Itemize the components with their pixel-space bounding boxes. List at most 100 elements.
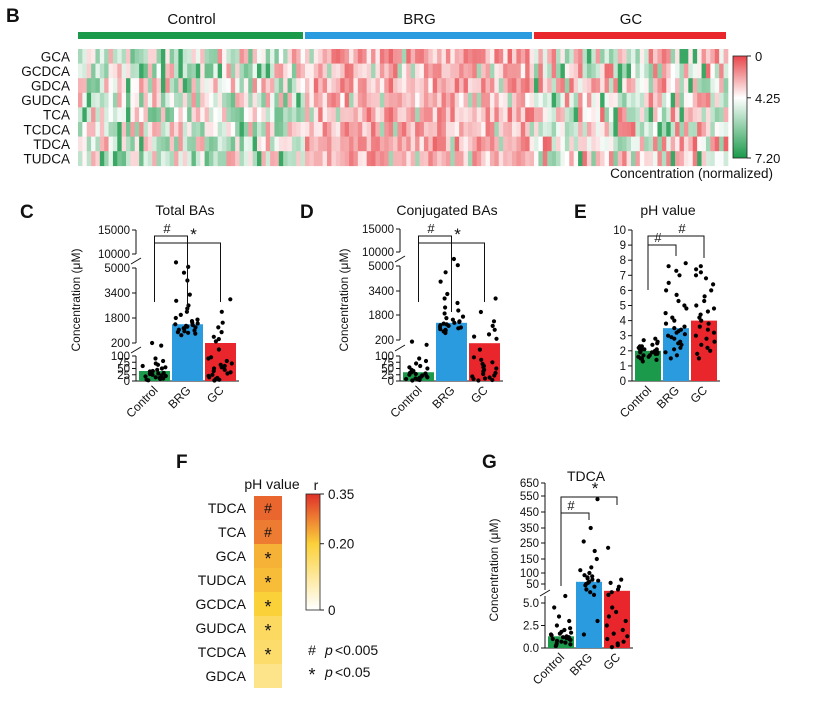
heatmap-cell bbox=[525, 107, 530, 123]
x-tick-label-brg: BRG bbox=[654, 383, 682, 411]
heatmap-cell bbox=[252, 107, 258, 123]
heatmap-cell bbox=[476, 49, 482, 64]
data-point bbox=[472, 334, 477, 339]
heatmap-cell bbox=[147, 92, 153, 108]
heatmap-cell bbox=[156, 136, 162, 152]
heatmap-cell bbox=[371, 136, 376, 152]
heatmap-cell bbox=[626, 63, 632, 79]
heatmap-cell bbox=[204, 92, 210, 108]
data-point bbox=[711, 306, 717, 311]
heatmap-cell bbox=[152, 49, 157, 64]
data-point bbox=[445, 291, 450, 297]
heatmap-cell bbox=[156, 151, 162, 167]
heatmap-cell bbox=[529, 122, 535, 137]
heatmap-cell bbox=[626, 136, 632, 152]
heatmap-cell bbox=[613, 151, 619, 167]
heatmap-cell bbox=[459, 122, 464, 137]
heatmap-cell bbox=[230, 136, 236, 152]
heatmap-cell bbox=[520, 122, 526, 137]
heatmap-cell bbox=[134, 63, 140, 79]
heatmap-cell bbox=[617, 136, 623, 152]
x-tick-label-gc: GC bbox=[687, 383, 710, 406]
heatmap-cell bbox=[631, 78, 636, 94]
heatmap-cell bbox=[270, 122, 275, 137]
heatmap-cell bbox=[423, 151, 429, 167]
heatmap-cell bbox=[410, 136, 416, 152]
heatmap-cell bbox=[296, 78, 301, 94]
heatmap-cell bbox=[714, 78, 720, 94]
heatmap-cell bbox=[520, 92, 526, 108]
heatmap-cell bbox=[82, 49, 88, 64]
data-point bbox=[708, 348, 713, 353]
heatmap-cell bbox=[410, 78, 416, 94]
colorbar-title: Concentration (normalized) bbox=[610, 166, 773, 181]
heatmap-cell bbox=[222, 107, 227, 123]
heatmap-cell bbox=[239, 122, 245, 137]
corr-mark: # bbox=[264, 500, 272, 516]
y-tick-label: 2.5 bbox=[523, 621, 539, 633]
heatmap-cell bbox=[291, 78, 297, 94]
heatmap-cell bbox=[419, 107, 425, 123]
heatmap-cell bbox=[723, 122, 729, 137]
data-point bbox=[699, 342, 704, 347]
heatmap-cell bbox=[648, 78, 654, 94]
heatmap-cell bbox=[670, 49, 676, 64]
heatmap-cell bbox=[542, 49, 548, 64]
heatmap-cell bbox=[322, 136, 328, 152]
heatmap-cell bbox=[169, 122, 175, 137]
heatmap-cell bbox=[126, 63, 131, 79]
heatmap-cell bbox=[560, 151, 566, 167]
heatmap-cell bbox=[675, 92, 680, 108]
heatmap-cell bbox=[428, 63, 434, 79]
heatmap-cell bbox=[78, 92, 83, 108]
heatmap-cell bbox=[481, 63, 486, 79]
heatmap-cell bbox=[169, 92, 175, 108]
heatmap-cell bbox=[476, 63, 482, 79]
heatmap-cell bbox=[309, 78, 315, 94]
heatmap-cell bbox=[274, 78, 280, 94]
heatmap-cell bbox=[287, 136, 293, 152]
heatmap-cell bbox=[542, 107, 548, 123]
heatmap-cell bbox=[432, 151, 438, 167]
heatmap-cell bbox=[476, 122, 482, 137]
heatmap-cell bbox=[586, 49, 592, 64]
data-point bbox=[195, 321, 200, 326]
heatmap-cell bbox=[178, 107, 184, 123]
heatmap-cell bbox=[657, 107, 663, 123]
heatmap-cell bbox=[130, 151, 136, 167]
heatmap-cell bbox=[481, 107, 486, 123]
heatmap-cell bbox=[467, 151, 473, 167]
heatmap-cell bbox=[379, 122, 385, 137]
heatmap-cell bbox=[388, 92, 394, 108]
y-tick-label: 650 bbox=[520, 478, 539, 490]
heatmap-cell bbox=[375, 92, 381, 108]
heatmap-cell bbox=[534, 78, 539, 94]
heatmap-cell bbox=[366, 78, 372, 94]
heatmap-cell bbox=[595, 78, 601, 94]
data-point bbox=[595, 618, 600, 624]
data-point bbox=[674, 353, 680, 358]
heatmap-cell bbox=[117, 92, 122, 108]
heatmap-cell bbox=[165, 78, 170, 94]
data-point bbox=[228, 370, 233, 375]
data-point bbox=[229, 361, 234, 366]
heatmap-row-label: TUDCA bbox=[24, 152, 71, 167]
heatmap-cell bbox=[498, 63, 504, 79]
data-point bbox=[444, 316, 449, 321]
heatmap-cell bbox=[441, 136, 447, 152]
heatmap-cell bbox=[99, 49, 105, 64]
heatmap-cell bbox=[719, 107, 724, 123]
heatmap-cell bbox=[538, 78, 544, 94]
heatmap-cell bbox=[432, 107, 438, 123]
heatmap-cell bbox=[165, 63, 170, 79]
axis-break bbox=[130, 346, 142, 354]
heatmap-cell bbox=[104, 151, 109, 167]
y-tick-label: 6 bbox=[620, 285, 626, 297]
heatmap-cell bbox=[463, 122, 469, 137]
heatmap-cell bbox=[675, 122, 680, 137]
legend-p: p bbox=[324, 664, 333, 680]
heatmap-cell bbox=[564, 151, 570, 167]
group-bar-control bbox=[78, 32, 303, 39]
significance-bracket bbox=[418, 242, 485, 302]
heatmap-cell bbox=[152, 151, 157, 167]
